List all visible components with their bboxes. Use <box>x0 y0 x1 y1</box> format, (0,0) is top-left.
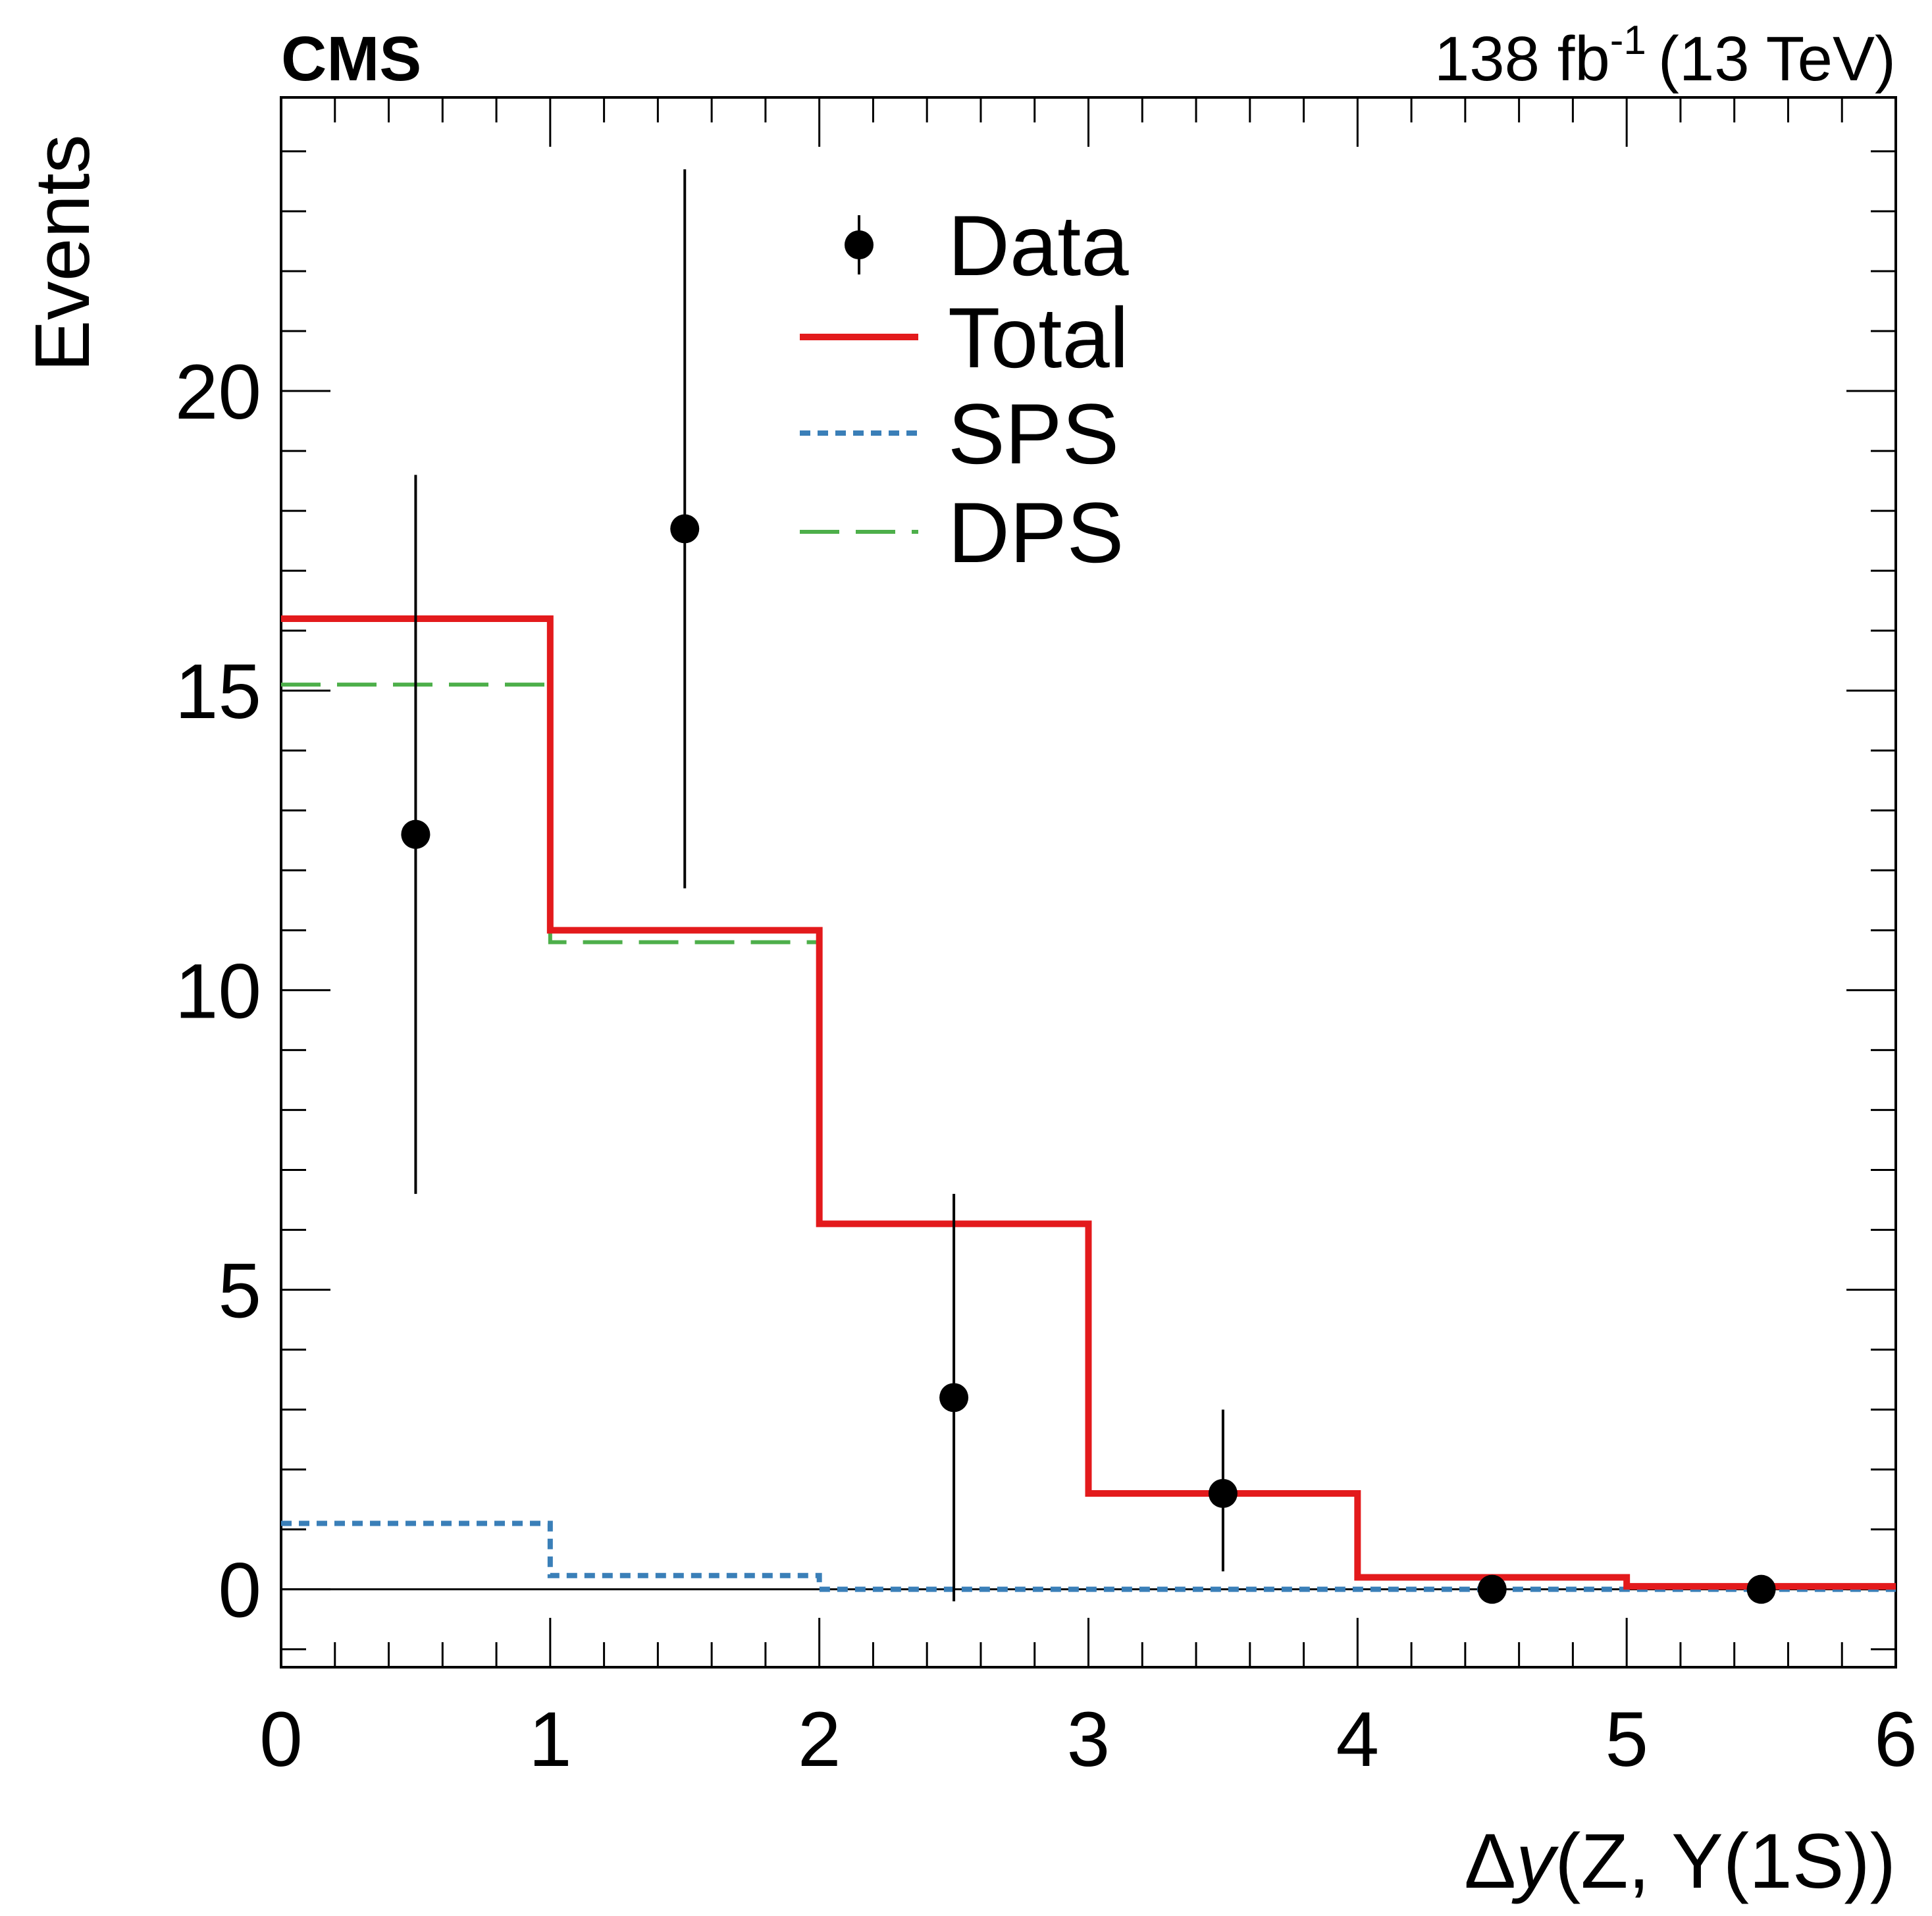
legend-label-dps: DPS <box>948 484 1124 581</box>
x-tick-label: 5 <box>1605 1696 1648 1783</box>
data-point <box>939 1383 969 1412</box>
experiment-label: CMS <box>281 24 421 94</box>
legend-label-data: Data <box>948 197 1129 294</box>
x-axis-title-argument: (Z, Υ(1S)) <box>1555 1818 1896 1905</box>
x-tick-label: 0 <box>259 1696 303 1783</box>
lumi-energy: (13 TeV) <box>1658 24 1896 94</box>
y-axis-title: Events <box>19 134 106 372</box>
x-axis-title-delta: Δ <box>1464 1818 1516 1905</box>
y-tick-label: 0 <box>218 1547 261 1634</box>
legend-label-sps: SPS <box>948 386 1119 482</box>
series-total-line <box>281 615 1896 1590</box>
series-sps-line <box>281 1520 1896 1592</box>
axis-ticks <box>280 97 1897 1667</box>
y-tick-label: 20 <box>175 349 261 436</box>
y-tick-label: 5 <box>218 1248 261 1335</box>
data-point <box>401 819 431 849</box>
histogram-series <box>281 615 1896 1592</box>
x-tick-label: 6 <box>1874 1696 1918 1783</box>
data-point <box>1477 1574 1507 1604</box>
y-tick-label: 10 <box>175 948 261 1035</box>
data-points <box>401 169 1776 1604</box>
x-tick-label: 2 <box>798 1696 841 1783</box>
legend-label-total: Total <box>948 290 1129 386</box>
x-axis-title: Δy(Z, Υ(1S)) <box>1464 1818 1896 1905</box>
data-point <box>1746 1574 1776 1604</box>
lumi-value: 138 fb <box>1434 24 1610 94</box>
x-axis-title-variable: y <box>1511 1818 1559 1905</box>
x-tick-label: 3 <box>1067 1696 1110 1783</box>
tick-labels: 0 1 2 3 4 5 6 0 5 10 15 20 <box>175 349 1918 1783</box>
lumi-exponent: -1 <box>1610 18 1646 63</box>
x-tick-label: 4 <box>1336 1696 1380 1783</box>
legend-marker-data <box>845 230 874 259</box>
luminosity-label: 138 fb-1 (13 TeV) <box>1434 18 1896 94</box>
data-point <box>1208 1479 1238 1509</box>
x-tick-label: 1 <box>529 1696 572 1783</box>
data-point <box>670 514 700 544</box>
y-tick-label: 15 <box>175 648 261 735</box>
